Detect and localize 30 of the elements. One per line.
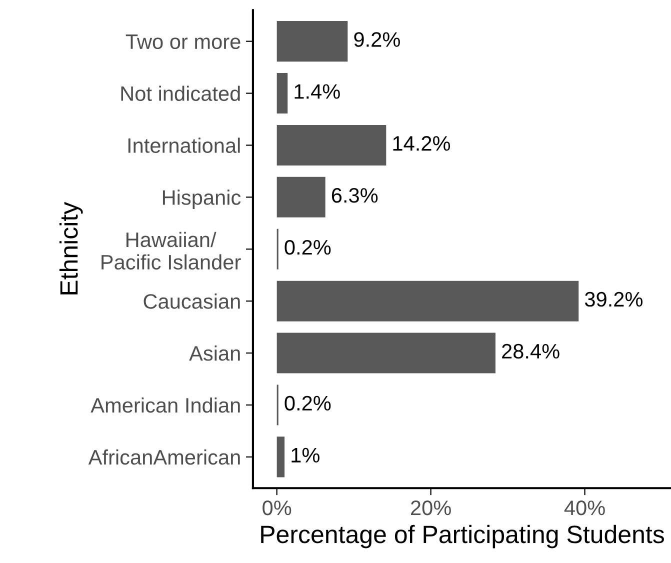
- bar: [276, 21, 348, 62]
- bar: [276, 436, 285, 478]
- y-tick-label: American Indian: [90, 397, 240, 413]
- bar: [276, 176, 326, 218]
- x-tick-label: 0%: [262, 500, 292, 516]
- data-label: 1.4%: [294, 84, 340, 99]
- y-tick-label: Caucasian: [144, 294, 240, 309]
- y-tick-label: Two or more: [126, 34, 240, 50]
- x-axis-title: Percentage of Participating Students: [261, 524, 664, 548]
- y-tick-label: International: [128, 138, 240, 153]
- x-tick-label: 40%: [564, 500, 605, 516]
- data-label: 14.2%: [393, 136, 450, 151]
- bar: [276, 280, 579, 322]
- y-tick-label: Hawaiian/ Pacific Islander: [102, 232, 241, 270]
- x-tick-label: 20%: [411, 500, 451, 516]
- data-label: 28.4%: [502, 344, 560, 359]
- data-label: 9.2%: [354, 32, 400, 47]
- bar: [276, 332, 496, 374]
- data-label: 39.2%: [584, 292, 643, 307]
- y-tick-label: AfricanAmerican: [88, 449, 240, 465]
- bar: [276, 124, 386, 166]
- y-axis-title: Ethnicity: [59, 202, 83, 294]
- data-label: 1%: [292, 448, 320, 462]
- bar: [276, 73, 288, 114]
- y-tick-label: Asian: [189, 345, 240, 361]
- y-tick-label: Not indicated: [121, 86, 240, 102]
- y-tick-label: Hispanic: [162, 190, 241, 210]
- data-label: 0.2%: [284, 240, 331, 255]
- data-label: 6.3%: [332, 188, 378, 203]
- data-label: 0.2%: [284, 396, 331, 411]
